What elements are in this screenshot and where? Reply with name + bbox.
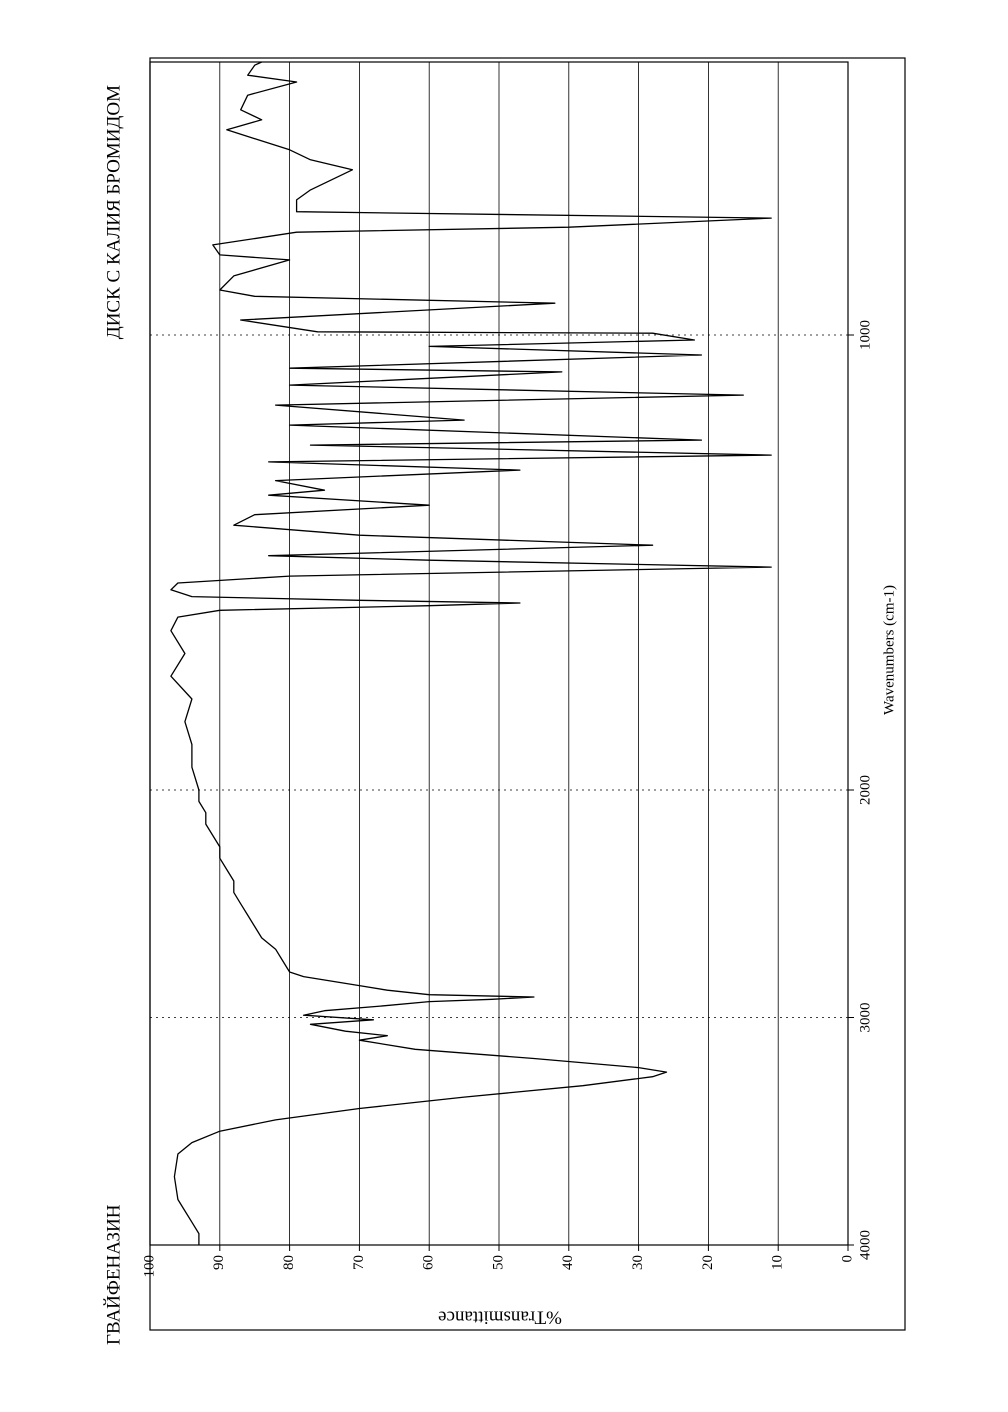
x-axis-label: Wavenumbers (cm-1)	[881, 585, 897, 715]
y-tick-label: 0	[839, 1255, 855, 1263]
y-tick-label: 70	[351, 1255, 367, 1270]
y-tick-label: 40	[560, 1255, 576, 1270]
y-tick-label: 20	[700, 1255, 716, 1270]
spectrum-line	[170, 61, 772, 1245]
y-tick-label: 60	[421, 1255, 437, 1270]
outer-frame	[149, 57, 906, 1331]
chart-subtitle: ДИСК С КАЛИЯ БРОМИДОМ	[103, 85, 124, 339]
chart-title: ГВАЙФЕНАЗИН	[103, 1204, 124, 1345]
y-tick-label: 90	[211, 1255, 227, 1270]
y-tick-label: 100	[141, 1255, 157, 1278]
y-axis-label: %Transmittance	[438, 1307, 562, 1328]
y-tick-label: 50	[490, 1255, 506, 1270]
x-tick-label: 1000	[857, 320, 873, 350]
y-tick-label: 30	[630, 1255, 646, 1270]
plot: ГВАЙФЕНАЗИН ДИСК С КАЛИЯ БРОМИДОМ Wavenu…	[103, 61, 897, 1345]
x-tick-label: 4000	[857, 1230, 873, 1260]
x-tick-label: 2000	[857, 775, 873, 805]
y-tick-label: 10	[770, 1255, 786, 1270]
y-tick-label: 80	[281, 1255, 297, 1270]
x-tick-label: 3000	[857, 1003, 873, 1033]
